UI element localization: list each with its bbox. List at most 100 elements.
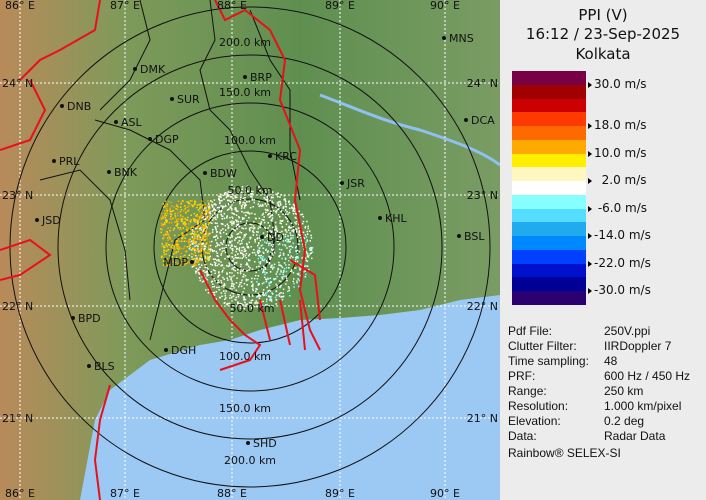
colorbar-label: -30.0 m/s (594, 283, 651, 297)
echo-pixel (257, 231, 259, 233)
echo-pixel (268, 255, 271, 258)
echo-pixel (282, 254, 285, 256)
echo-pixel (167, 243, 170, 246)
echo-pixel (201, 200, 203, 202)
echo-pixel (211, 222, 213, 224)
echo-pixel (308, 230, 311, 232)
echo-pixel (284, 198, 286, 200)
echo-pixel (180, 206, 182, 208)
echo-pixel (197, 245, 199, 248)
echo-pixel (248, 186, 251, 188)
echo-pixel (188, 220, 191, 222)
echo-pixel (244, 224, 246, 226)
colorbar-band (512, 263, 586, 278)
echo-pixel (292, 203, 295, 206)
echo-pixel (270, 256, 272, 259)
echo-pixel (282, 206, 285, 208)
echo-pixel (254, 238, 256, 241)
echo-pixel (269, 282, 272, 284)
echo-pixel (195, 215, 197, 217)
echo-pixel (202, 270, 204, 272)
echo-pixel (228, 255, 231, 257)
echo-pixel (260, 257, 262, 259)
echo-pixel (199, 259, 202, 261)
echo-pixel (304, 234, 307, 236)
echo-pixel (230, 205, 232, 208)
echo-pixel (177, 208, 179, 211)
echo-pixel (235, 250, 237, 253)
echo-pixel (191, 204, 194, 207)
echo-pixel (230, 277, 232, 280)
echo-pixel (269, 242, 271, 245)
echo-pixel (203, 235, 205, 237)
echo-pixel (204, 247, 206, 250)
echo-pixel (206, 272, 208, 274)
echo-pixel (180, 220, 183, 222)
echo-pixel (267, 278, 270, 280)
echo-pixel (261, 191, 264, 193)
echo-pixel (282, 219, 284, 222)
echo-pixel (230, 278, 232, 281)
echo-pixel (304, 246, 307, 248)
city-marker (107, 170, 111, 174)
echo-pixel (203, 280, 205, 282)
metadata-row: Range: 250 km (508, 384, 643, 398)
echo-pixel (209, 232, 211, 235)
echo-pixel (237, 301, 239, 303)
colorbar-band (512, 84, 586, 99)
echo-pixel (173, 227, 176, 230)
echo-pixel (246, 284, 248, 286)
echo-pixel (265, 260, 268, 262)
echo-pixel (223, 278, 225, 280)
echo-pixel (257, 227, 259, 230)
echo-pixel (290, 255, 292, 257)
echo-pixel (170, 222, 173, 224)
echo-pixel (203, 234, 205, 236)
echo-pixel (263, 265, 265, 268)
echo-pixel (209, 248, 212, 250)
echo-pixel (217, 279, 220, 282)
echo-pixel (220, 205, 222, 207)
echo-pixel (228, 208, 230, 210)
echo-pixel (286, 247, 288, 249)
echo-pixel (270, 193, 272, 195)
echo-pixel (224, 204, 227, 206)
echo-pixel (195, 220, 197, 223)
echo-pixel (217, 276, 219, 278)
echo-pixel (283, 268, 286, 270)
echo-pixel (240, 252, 242, 254)
echo-pixel (306, 252, 308, 254)
latitude-label-right: 24° N (467, 77, 498, 90)
echo-pixel (262, 294, 265, 297)
echo-pixel (237, 302, 239, 305)
echo-pixel (213, 285, 216, 288)
echo-pixel (297, 227, 300, 229)
legend-panel: PPI (V) 16:12 / 23-Sep-2025 Kolkata 30.0… (500, 0, 706, 500)
echo-pixel (272, 266, 274, 269)
echo-pixel (241, 257, 243, 259)
echo-pixel (214, 209, 217, 212)
echo-pixel (194, 219, 197, 222)
echo-pixel (222, 206, 224, 209)
echo-pixel (270, 210, 272, 212)
echo-pixel (270, 244, 273, 246)
echo-pixel (245, 188, 247, 191)
echo-pixel (186, 228, 188, 231)
echo-pixel (290, 269, 293, 271)
echo-pixel (266, 272, 268, 274)
echo-pixel (198, 250, 200, 253)
echo-pixel (292, 226, 295, 228)
echo-pixel (262, 247, 265, 249)
echo-pixel (204, 260, 207, 262)
colorbar-tick (588, 206, 592, 212)
echo-pixel (193, 212, 196, 215)
echo-pixel (279, 252, 282, 254)
echo-pixel (269, 257, 271, 259)
echo-pixel (265, 205, 268, 207)
longitude-label-bottom: 86° E (5, 487, 35, 500)
echo-pixel (234, 254, 237, 257)
echo-pixel (175, 224, 177, 227)
echo-pixel (280, 237, 283, 239)
echo-pixel (173, 263, 176, 266)
echo-pixel (292, 234, 294, 237)
